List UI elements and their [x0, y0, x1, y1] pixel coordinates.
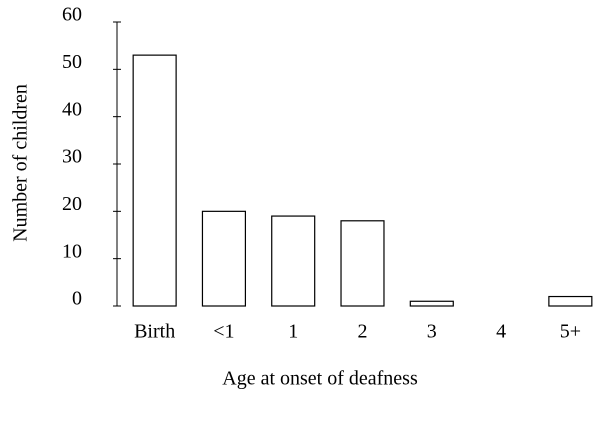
bar — [340, 220, 385, 307]
y-tick-label: 60 — [62, 4, 82, 26]
x-axis-label: Age at onset of deafness — [222, 368, 418, 390]
bar — [409, 300, 454, 307]
bar — [548, 295, 593, 307]
x-tick-label: <1 — [213, 321, 234, 343]
y-tick-label: 30 — [62, 146, 82, 168]
x-tick-label: 3 — [427, 321, 437, 343]
bar — [201, 210, 247, 307]
bar — [132, 54, 177, 307]
x-tick-label: Birth — [134, 321, 175, 343]
y-tick-label: 0 — [72, 288, 82, 310]
y-tick-label: 20 — [62, 193, 82, 215]
x-tick-label: 1 — [288, 321, 298, 343]
x-tick-label: 5+ — [560, 321, 581, 343]
y-tick-label: 40 — [62, 98, 82, 120]
y-axis-label: Number of children — [10, 84, 32, 242]
y-tick-label: 50 — [62, 51, 82, 73]
bar — [271, 215, 316, 307]
x-tick-label: 4 — [496, 321, 506, 343]
y-tick-label: 10 — [62, 240, 82, 262]
x-tick-label: 2 — [358, 321, 368, 343]
